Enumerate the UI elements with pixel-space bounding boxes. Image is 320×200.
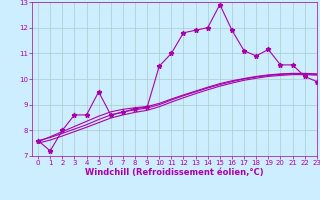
- X-axis label: Windchill (Refroidissement éolien,°C): Windchill (Refroidissement éolien,°C): [85, 168, 264, 177]
